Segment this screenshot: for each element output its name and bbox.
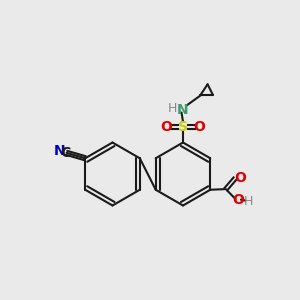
Text: N: N <box>177 103 189 116</box>
Text: O: O <box>194 120 206 134</box>
Text: S: S <box>178 120 188 134</box>
Text: H: H <box>243 195 253 208</box>
Text: C: C <box>60 146 70 160</box>
Text: H: H <box>168 101 177 115</box>
Text: O: O <box>160 120 172 134</box>
Text: O: O <box>232 193 244 207</box>
Text: N: N <box>54 144 66 158</box>
Text: O: O <box>234 171 246 185</box>
